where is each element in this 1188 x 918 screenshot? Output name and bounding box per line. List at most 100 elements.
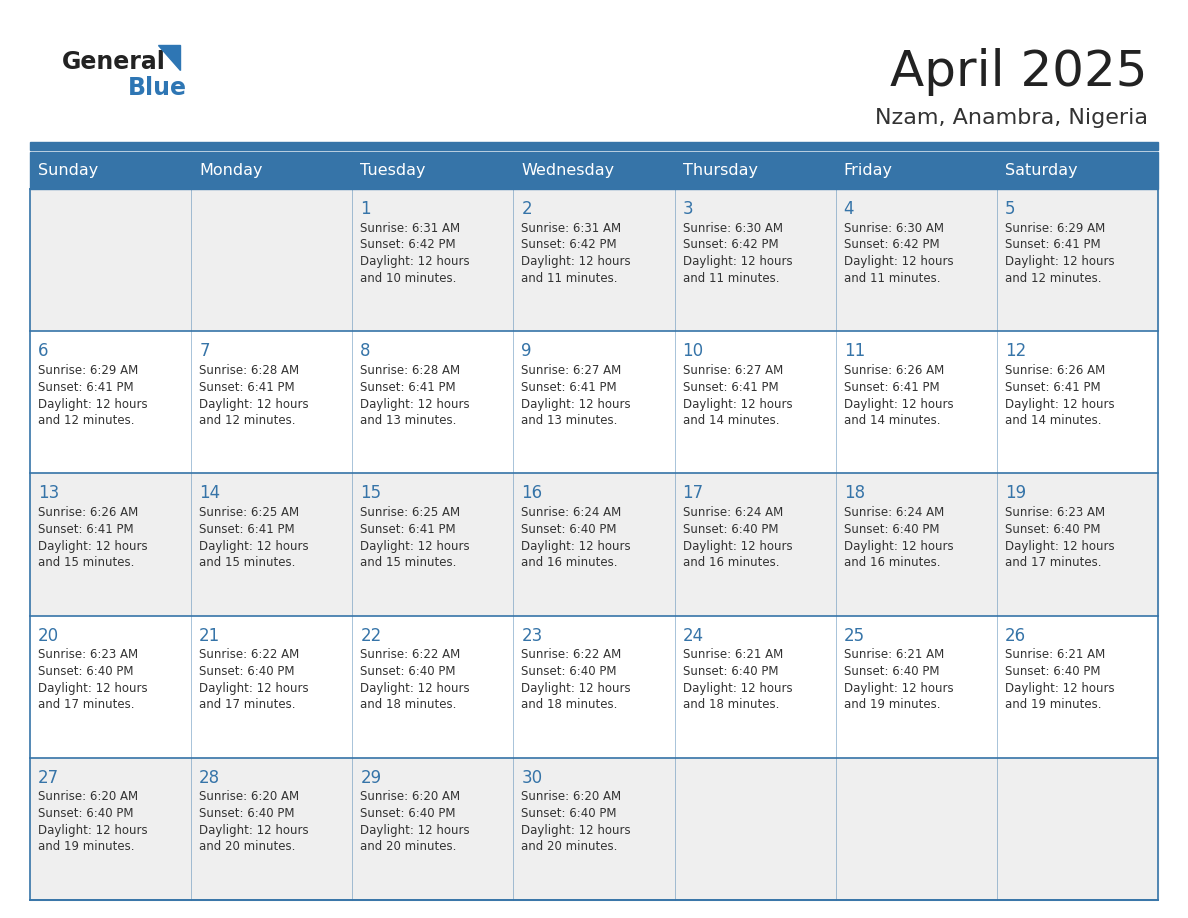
Text: Sunset: 6:41 PM: Sunset: 6:41 PM — [200, 381, 295, 394]
Text: Sunrise: 6:22 AM: Sunrise: 6:22 AM — [360, 648, 461, 661]
Text: Sunset: 6:41 PM: Sunset: 6:41 PM — [1005, 239, 1100, 252]
Text: 3: 3 — [683, 200, 693, 218]
Text: 20: 20 — [38, 627, 59, 644]
Text: Daylight: 12 hours: Daylight: 12 hours — [1005, 397, 1114, 410]
Text: Sunrise: 6:28 AM: Sunrise: 6:28 AM — [200, 364, 299, 376]
Text: Sunset: 6:40 PM: Sunset: 6:40 PM — [200, 807, 295, 821]
Text: 30: 30 — [522, 768, 543, 787]
Text: 29: 29 — [360, 768, 381, 787]
Text: Sunrise: 6:26 AM: Sunrise: 6:26 AM — [38, 506, 138, 519]
Text: 12: 12 — [1005, 342, 1026, 360]
Text: Sunrise: 6:22 AM: Sunrise: 6:22 AM — [200, 648, 299, 661]
Text: Sunset: 6:41 PM: Sunset: 6:41 PM — [522, 381, 617, 394]
Bar — [30, 152, 191, 189]
Text: and 18 minutes.: and 18 minutes. — [683, 698, 779, 711]
Text: 8: 8 — [360, 342, 371, 360]
Text: and 19 minutes.: and 19 minutes. — [1005, 698, 1101, 711]
Text: 22: 22 — [360, 627, 381, 644]
Text: and 12 minutes.: and 12 minutes. — [38, 414, 134, 427]
Text: Daylight: 12 hours: Daylight: 12 hours — [200, 397, 309, 410]
Text: and 16 minutes.: and 16 minutes. — [843, 556, 940, 569]
Text: 13: 13 — [38, 485, 59, 502]
Text: and 14 minutes.: and 14 minutes. — [1005, 414, 1101, 427]
Text: Sunset: 6:40 PM: Sunset: 6:40 PM — [683, 523, 778, 536]
Bar — [191, 152, 353, 189]
Text: Sunset: 6:42 PM: Sunset: 6:42 PM — [522, 239, 617, 252]
Bar — [997, 152, 1158, 189]
Text: and 10 minutes.: and 10 minutes. — [360, 272, 456, 285]
Text: and 19 minutes.: and 19 minutes. — [843, 698, 940, 711]
Text: Sunset: 6:41 PM: Sunset: 6:41 PM — [200, 523, 295, 536]
Text: Sunset: 6:40 PM: Sunset: 6:40 PM — [522, 523, 617, 536]
Text: Sunrise: 6:31 AM: Sunrise: 6:31 AM — [522, 221, 621, 234]
Text: Daylight: 12 hours: Daylight: 12 hours — [360, 397, 470, 410]
Text: and 14 minutes.: and 14 minutes. — [683, 414, 779, 427]
Text: Sunrise: 6:24 AM: Sunrise: 6:24 AM — [843, 506, 944, 519]
Text: Sunday: Sunday — [38, 163, 99, 178]
Text: General: General — [62, 50, 166, 74]
Text: Sunset: 6:40 PM: Sunset: 6:40 PM — [360, 666, 456, 678]
Text: Daylight: 12 hours: Daylight: 12 hours — [843, 682, 953, 695]
Text: Thursday: Thursday — [683, 163, 758, 178]
Text: Daylight: 12 hours: Daylight: 12 hours — [360, 824, 470, 837]
Text: April 2025: April 2025 — [891, 48, 1148, 96]
Text: and 19 minutes.: and 19 minutes. — [38, 840, 134, 854]
Text: 9: 9 — [522, 342, 532, 360]
Text: Sunset: 6:41 PM: Sunset: 6:41 PM — [360, 381, 456, 394]
Text: 2: 2 — [522, 200, 532, 218]
Text: Sunset: 6:40 PM: Sunset: 6:40 PM — [38, 666, 133, 678]
Text: Daylight: 12 hours: Daylight: 12 hours — [683, 682, 792, 695]
Bar — [30, 142, 1158, 150]
Bar — [675, 152, 835, 189]
Text: 28: 28 — [200, 768, 220, 787]
Text: Daylight: 12 hours: Daylight: 12 hours — [843, 397, 953, 410]
Text: Sunrise: 6:29 AM: Sunrise: 6:29 AM — [1005, 221, 1105, 234]
Text: 27: 27 — [38, 768, 59, 787]
Text: Sunrise: 6:30 AM: Sunrise: 6:30 AM — [683, 221, 783, 234]
Text: and 20 minutes.: and 20 minutes. — [522, 840, 618, 854]
Text: and 13 minutes.: and 13 minutes. — [360, 414, 456, 427]
Text: Monday: Monday — [200, 163, 263, 178]
Text: Sunrise: 6:25 AM: Sunrise: 6:25 AM — [360, 506, 461, 519]
Text: Sunset: 6:41 PM: Sunset: 6:41 PM — [1005, 381, 1100, 394]
Text: 18: 18 — [843, 485, 865, 502]
Bar — [30, 331, 1158, 474]
Text: Sunrise: 6:27 AM: Sunrise: 6:27 AM — [522, 364, 621, 376]
Bar — [30, 757, 1158, 900]
Text: and 15 minutes.: and 15 minutes. — [200, 556, 296, 569]
Text: Friday: Friday — [843, 163, 892, 178]
Text: Sunset: 6:40 PM: Sunset: 6:40 PM — [1005, 666, 1100, 678]
Text: Sunset: 6:41 PM: Sunset: 6:41 PM — [38, 381, 133, 394]
Text: and 20 minutes.: and 20 minutes. — [360, 840, 456, 854]
Text: and 17 minutes.: and 17 minutes. — [200, 698, 296, 711]
Text: Saturday: Saturday — [1005, 163, 1078, 178]
Text: Daylight: 12 hours: Daylight: 12 hours — [38, 397, 147, 410]
Text: and 18 minutes.: and 18 minutes. — [360, 698, 456, 711]
Bar — [30, 474, 1158, 616]
Text: and 15 minutes.: and 15 minutes. — [38, 556, 134, 569]
Text: Sunrise: 6:26 AM: Sunrise: 6:26 AM — [843, 364, 944, 376]
Text: Sunrise: 6:20 AM: Sunrise: 6:20 AM — [200, 790, 299, 803]
Text: Sunset: 6:40 PM: Sunset: 6:40 PM — [522, 807, 617, 821]
Text: 25: 25 — [843, 627, 865, 644]
Text: Sunrise: 6:24 AM: Sunrise: 6:24 AM — [522, 506, 621, 519]
Text: Sunrise: 6:23 AM: Sunrise: 6:23 AM — [38, 648, 138, 661]
Text: and 14 minutes.: and 14 minutes. — [843, 414, 940, 427]
Text: Daylight: 12 hours: Daylight: 12 hours — [38, 824, 147, 837]
Text: and 16 minutes.: and 16 minutes. — [683, 556, 779, 569]
Text: Sunrise: 6:21 AM: Sunrise: 6:21 AM — [843, 648, 944, 661]
Text: Sunset: 6:41 PM: Sunset: 6:41 PM — [38, 523, 133, 536]
Text: Daylight: 12 hours: Daylight: 12 hours — [38, 682, 147, 695]
Text: and 18 minutes.: and 18 minutes. — [522, 698, 618, 711]
Text: Sunset: 6:40 PM: Sunset: 6:40 PM — [38, 807, 133, 821]
Text: and 11 minutes.: and 11 minutes. — [843, 272, 940, 285]
Text: Daylight: 12 hours: Daylight: 12 hours — [1005, 255, 1114, 268]
Text: 26: 26 — [1005, 627, 1026, 644]
Text: Sunset: 6:42 PM: Sunset: 6:42 PM — [360, 239, 456, 252]
Text: and 12 minutes.: and 12 minutes. — [200, 414, 296, 427]
Text: Sunrise: 6:22 AM: Sunrise: 6:22 AM — [522, 648, 621, 661]
Text: Daylight: 12 hours: Daylight: 12 hours — [200, 682, 309, 695]
Text: Sunrise: 6:21 AM: Sunrise: 6:21 AM — [1005, 648, 1105, 661]
Text: 19: 19 — [1005, 485, 1026, 502]
Text: Daylight: 12 hours: Daylight: 12 hours — [522, 255, 631, 268]
